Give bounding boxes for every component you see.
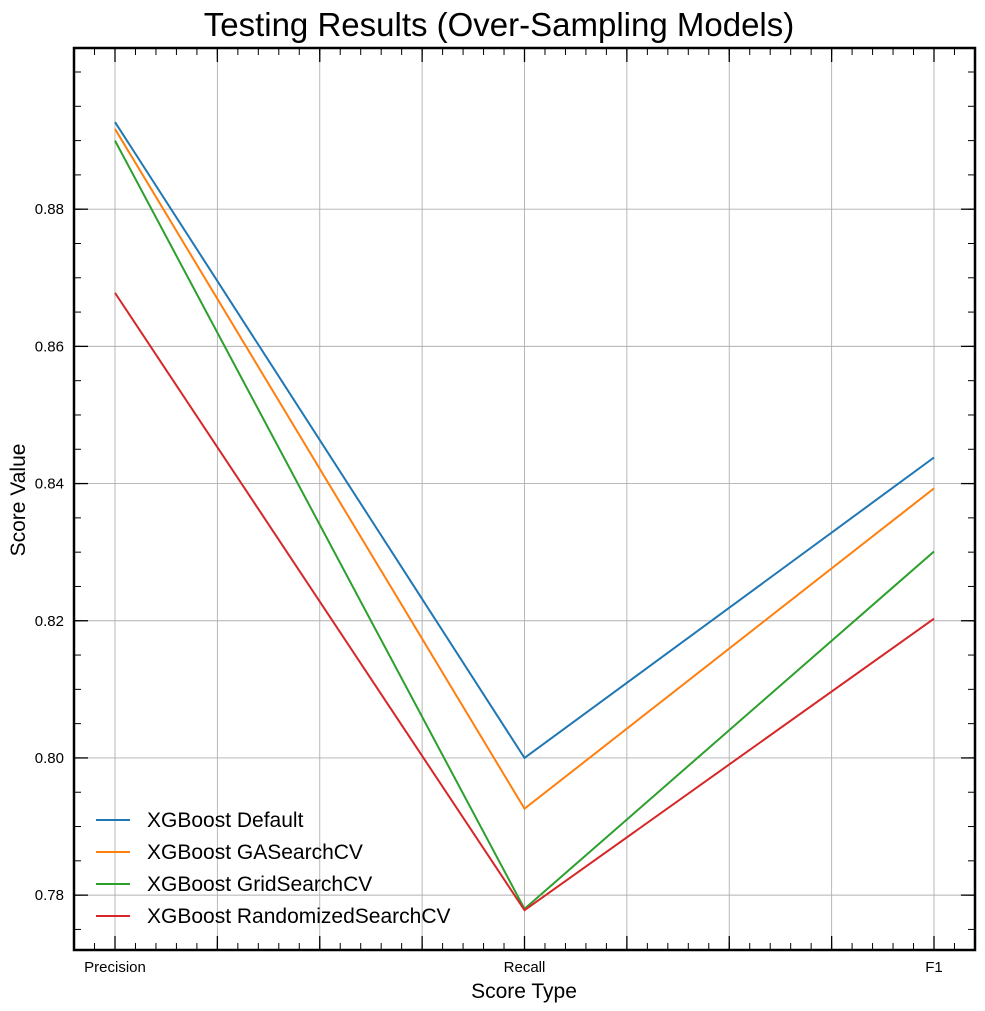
y-tick-label: 0.86	[35, 338, 64, 355]
y-tick-label: 0.84	[35, 476, 64, 493]
series-line	[114, 292, 935, 912]
legend-label: XGBoost RandomizedSearchCV	[147, 905, 451, 928]
y-tick-label: 0.80	[35, 750, 64, 767]
legend-label: XGBoost GASearchCV	[147, 841, 363, 864]
legend-label: XGBoost GridSearchCV	[147, 873, 372, 896]
series-lines	[114, 121, 935, 912]
series-line	[114, 128, 935, 811]
y-tick-label: 0.88	[35, 201, 64, 218]
y-tick-label: 0.78	[35, 887, 64, 904]
legend-label: XGBoost Default	[147, 809, 304, 832]
x-tick-labels: Precision Recall F1	[84, 959, 943, 976]
grid	[74, 48, 975, 950]
x-axis-label: Score Type	[471, 980, 577, 1003]
y-tick-label: 0.82	[35, 613, 64, 630]
series-line	[114, 121, 935, 760]
y-axis-label: Score Value	[7, 444, 30, 557]
x-tick-label: Precision	[84, 959, 146, 976]
legend: XGBoost Default XGBoost GASearchCV XGBoost…	[96, 809, 451, 928]
major-ticks	[74, 48, 975, 950]
chart-title: Testing Results (Over-Sampling Models)	[204, 6, 795, 43]
plot-frame	[72, 46, 977, 952]
x-tick-label: Recall	[504, 959, 546, 976]
y-tick-labels: 0.78 0.80 0.82 0.84 0.86 0.88	[35, 201, 64, 904]
x-tick-label: F1	[925, 959, 943, 976]
